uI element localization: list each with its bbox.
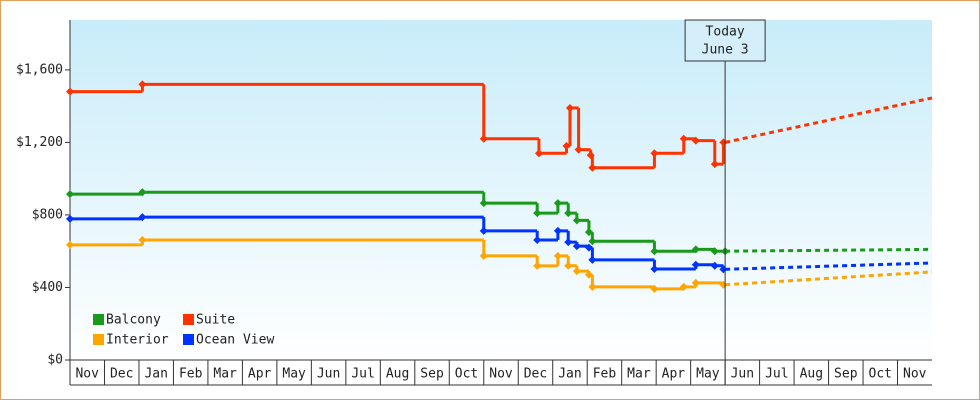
price-point	[710, 261, 719, 270]
price-point	[679, 134, 688, 143]
x-tick-label: May	[696, 367, 720, 382]
x-tick-label: Dec	[110, 367, 133, 382]
price-point	[564, 261, 573, 270]
projection	[725, 270, 933, 287]
price-point	[138, 235, 147, 244]
x-tick-label: Dec	[524, 367, 547, 382]
legend-label: Ocean View	[196, 333, 274, 348]
price-point	[584, 243, 593, 252]
price-point	[479, 226, 488, 235]
legend-swatch	[93, 314, 104, 325]
price-point	[588, 237, 597, 246]
x-tick-label: Mar	[213, 367, 237, 382]
price-point	[572, 216, 581, 225]
x-tick-label: Aug	[800, 367, 823, 382]
x-tick-label: Jul	[351, 367, 374, 382]
price-point	[588, 255, 597, 264]
x-tick-label: Oct	[869, 367, 892, 382]
price-point	[553, 251, 562, 260]
price-point	[586, 151, 595, 160]
price-point	[562, 142, 571, 151]
x-tick-label: Nov	[903, 367, 927, 382]
price-point	[66, 87, 74, 96]
x-tick-label: Jun	[731, 367, 754, 382]
annotation: Today June 3	[684, 19, 766, 385]
x-tick-label: Jun	[317, 367, 340, 382]
price-point	[574, 145, 583, 154]
price-point	[572, 267, 581, 276]
price-point	[679, 282, 688, 291]
price-point	[66, 214, 74, 223]
legend-swatch	[183, 314, 194, 325]
price-point	[650, 149, 659, 158]
price-point	[138, 188, 147, 197]
grid-layer: $0 $400 $800 $1,200 $1,600 Nov Dec Jan Feb Mar Apr…	[16, 20, 932, 386]
y-tick-label: $1,200	[16, 135, 63, 150]
price-point	[138, 80, 147, 89]
price-point	[584, 270, 593, 279]
price-point	[533, 235, 542, 244]
price-point	[534, 149, 543, 158]
price-point	[533, 209, 542, 218]
x-tick-label: May	[282, 367, 306, 382]
x-tick-label: Apr	[662, 367, 686, 382]
price-point	[691, 136, 700, 145]
price-point	[650, 247, 659, 256]
price-point	[588, 163, 597, 172]
x-tick-label: Feb	[593, 367, 617, 382]
y-tick-label: $400	[32, 280, 63, 295]
x-tick-label: Jan	[144, 367, 167, 382]
y-tick-label: $800	[32, 207, 63, 222]
price-point	[66, 240, 74, 249]
projection	[725, 247, 933, 253]
price-point	[479, 199, 488, 208]
y-tick-label: $1,600	[16, 62, 63, 77]
legend-label: Interior	[106, 333, 169, 348]
x-tick-label: Aug	[386, 367, 409, 382]
x-tick-label: Feb	[179, 367, 203, 382]
price-point	[553, 226, 562, 235]
price-point	[138, 213, 147, 222]
price-point	[533, 261, 542, 270]
x-tick-label: Nov	[489, 367, 513, 382]
x-tick-label: Jan	[558, 367, 581, 382]
price-point	[710, 160, 719, 169]
price-point	[691, 260, 700, 269]
plot-area	[70, 20, 932, 360]
x-tick-label: Mar	[627, 367, 651, 382]
price-point	[479, 134, 488, 143]
price-point	[650, 284, 659, 293]
price-point	[710, 247, 719, 256]
x-tick-label: Nov	[75, 367, 99, 382]
today-label: Today	[706, 25, 745, 40]
price-point	[564, 238, 573, 247]
legend-label: Suite	[196, 313, 235, 328]
x-tick-label: Jul	[765, 367, 788, 382]
marker-layer	[66, 80, 730, 293]
price-point	[691, 245, 700, 254]
price-point	[66, 190, 74, 199]
price-point	[564, 209, 573, 218]
x-tick-label: Apr	[248, 367, 272, 382]
price-point	[650, 264, 659, 273]
legend-swatch	[183, 334, 194, 345]
price-point	[572, 242, 581, 251]
today-box	[684, 19, 766, 62]
price-point	[479, 251, 488, 260]
price-point	[588, 282, 597, 291]
legend-label: Balcony	[106, 313, 161, 328]
legend-swatch	[93, 334, 104, 345]
projection	[725, 261, 933, 271]
x-tick-label: Oct	[455, 367, 478, 382]
legend: Balcony Suite Interior Ocean View	[93, 313, 274, 348]
price-point	[584, 228, 593, 237]
x-tick-label: Sep	[834, 367, 858, 382]
price-point	[565, 103, 574, 112]
today-label: June 3	[702, 43, 749, 58]
x-tick-label: Sep	[420, 367, 444, 382]
price-point	[553, 199, 562, 208]
price-point	[691, 278, 700, 287]
y-tick-label: $0	[47, 353, 63, 368]
